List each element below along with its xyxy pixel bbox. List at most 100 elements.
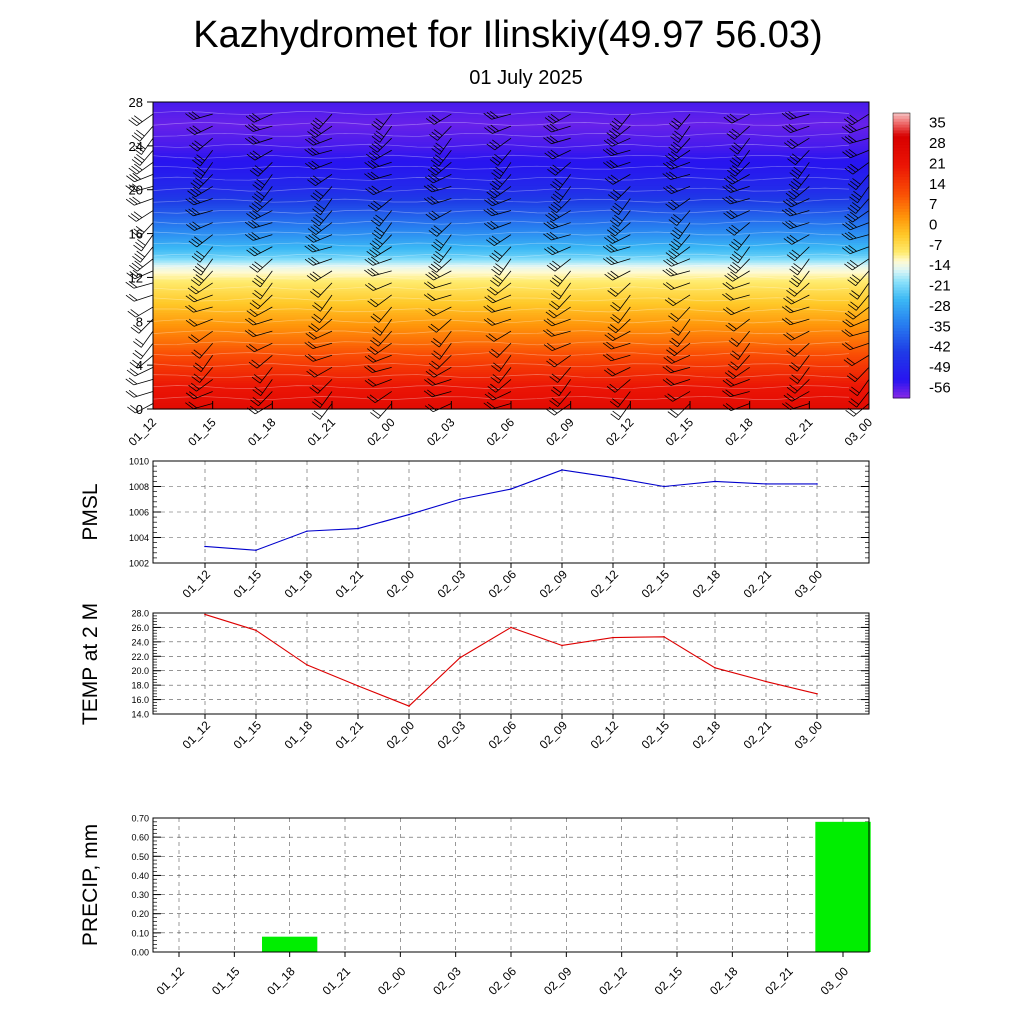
temperature-band	[153, 264, 869, 268]
data-point	[561, 644, 563, 647]
wind-barb-flag	[490, 220, 499, 228]
wind-barb-flag	[192, 125, 201, 133]
wind-barb-flag	[367, 300, 376, 308]
wind-barb-flag	[369, 394, 379, 402]
wind-barb-flag	[306, 370, 315, 378]
colorbar-swatch	[893, 264, 910, 268]
y-tick-label: 0.20	[131, 909, 149, 919]
wind-barb-flag	[365, 188, 374, 195]
wind-barb-flag	[731, 224, 740, 232]
wind-barb-flag	[602, 149, 612, 156]
wind-barb-flag	[789, 234, 799, 242]
wind-barb-flag	[313, 410, 323, 418]
temperature-band	[153, 365, 869, 368]
wind-barb-flag	[128, 167, 138, 175]
colorbar-swatch	[893, 331, 910, 335]
wind-barb-flag	[484, 199, 493, 207]
colorbar-swatch	[893, 357, 910, 361]
colorbar-swatch	[893, 275, 910, 280]
wind-barb-flag	[853, 190, 862, 198]
wind-barb	[141, 234, 154, 252]
wind-barb-flag	[550, 149, 560, 157]
wind-barb-flag	[662, 173, 671, 180]
colorbar-swatch	[893, 139, 910, 143]
colorbar-swatch	[893, 374, 910, 379]
wind-barb-flag	[132, 269, 142, 277]
wind-barb-flag	[667, 153, 677, 160]
isotherm-line	[152, 220, 850, 225]
wind-barb	[558, 282, 571, 300]
wind-barb-flag	[665, 268, 675, 276]
wind-barb-flag	[129, 368, 139, 375]
wind-barb	[618, 403, 631, 421]
wind-barb-flag	[424, 176, 434, 184]
wind-barb-flag	[727, 370, 737, 377]
wind-barb-flag	[432, 157, 442, 164]
colorbar-swatch	[893, 339, 910, 344]
colorbar-swatch	[893, 366, 910, 370]
wind-barb-flag	[669, 171, 678, 179]
wind-barb-flag	[606, 257, 615, 264]
isotherm-line	[152, 231, 850, 236]
wind-barb-flag	[669, 408, 679, 416]
wind-barb-flag	[849, 259, 859, 267]
wind-barb-flag	[729, 209, 738, 217]
data-point	[765, 483, 767, 485]
wind-barb-flag	[249, 205, 258, 213]
colorbar-swatch	[893, 133, 910, 137]
wind-barb-flag	[550, 203, 560, 211]
data-point	[714, 480, 716, 483]
y-tick-label: 0.70	[131, 814, 149, 824]
wind-barb-flag	[245, 137, 254, 145]
wind-barb-flag	[543, 222, 552, 230]
wind-barb-flag	[304, 258, 314, 266]
wind-barb-flag	[849, 292, 858, 300]
wind-barb-flag	[788, 207, 797, 215]
wind-barb	[618, 198, 631, 215]
wind-barb-flag	[662, 269, 671, 277]
temperature-band	[153, 362, 869, 366]
wind-barb-flag	[430, 340, 440, 348]
wind-barb-flag	[136, 153, 145, 161]
x-tick-label: 02_18	[690, 567, 724, 601]
wind-barb-flag	[669, 340, 678, 348]
wind-barb-flag	[612, 314, 621, 321]
wind-barb-flag	[424, 379, 433, 386]
wind-barb-flag	[431, 270, 440, 278]
wind-barb-flag	[548, 212, 557, 220]
wind-barb-flag	[722, 390, 731, 397]
temperature-band	[153, 316, 869, 320]
wind-barb-flag	[492, 374, 502, 381]
wind-barb-flag	[254, 200, 263, 208]
temperature-band	[153, 102, 869, 105]
wind-barb-flag	[543, 233, 552, 241]
wind-barb-flag	[252, 292, 261, 300]
wind-barb-flag	[848, 231, 857, 239]
wind-barb-flag	[133, 341, 142, 348]
wind-barb-flag	[666, 355, 676, 363]
wind-barb-flag	[192, 268, 202, 276]
wind-barb-flag	[602, 258, 612, 265]
wind-barb	[260, 282, 273, 300]
wind-barb-flag	[246, 249, 255, 257]
wind-barb-flag	[668, 243, 678, 251]
colorbar-swatch	[893, 252, 910, 256]
plot-frame	[152, 460, 870, 564]
wind-barb-flag	[249, 343, 258, 351]
wind-barb-flag	[364, 269, 373, 277]
temperature-band	[153, 290, 869, 294]
wind-barb-flag	[252, 210, 261, 217]
temperature-band	[153, 128, 869, 132]
wind-barb-flag	[431, 148, 440, 155]
isotherm-line	[152, 363, 850, 368]
x-tick-label: 02_21	[762, 964, 796, 998]
temperature-band	[153, 224, 869, 228]
colorbar-swatch	[893, 182, 910, 187]
temperature-band	[153, 327, 869, 331]
y-tick-label: 26.0	[131, 623, 149, 633]
wind-barb-flag	[489, 286, 499, 294]
wind-barb-flag	[249, 248, 258, 255]
temperature-band	[153, 246, 869, 250]
colorbar-label: -21	[929, 278, 951, 295]
wind-barb-flag	[366, 251, 375, 258]
